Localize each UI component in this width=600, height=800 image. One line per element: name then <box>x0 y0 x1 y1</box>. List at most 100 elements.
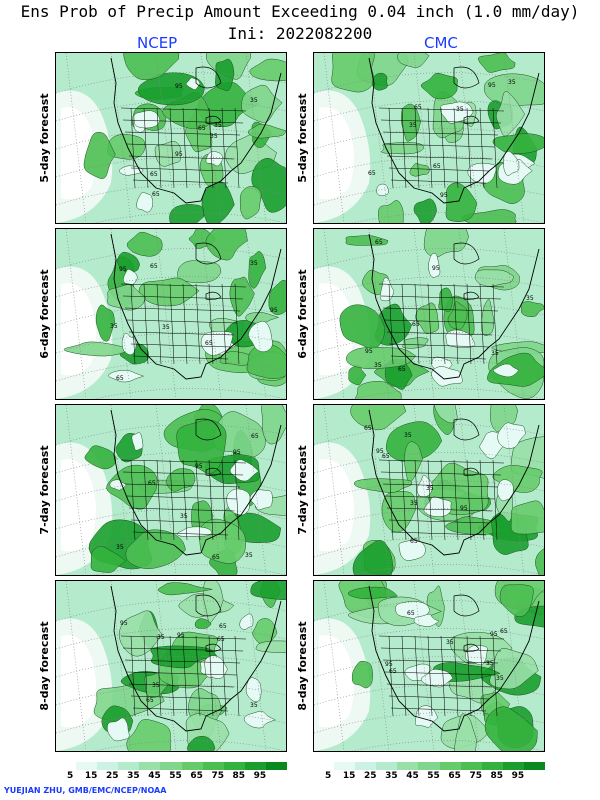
contour-label: 65 <box>382 453 390 460</box>
contour-label: 35 <box>157 634 165 641</box>
contour-label: 95 <box>490 631 498 638</box>
contour-label: 95 <box>365 348 373 355</box>
contour-label: 35 <box>456 106 464 113</box>
contour-label: 35 <box>409 122 417 129</box>
contour-label: 65 <box>389 668 397 675</box>
colorbar-tick-label: 15 <box>84 771 98 781</box>
colorbar-swatch <box>160 762 183 770</box>
panel-ncep-8day: 35 65 95 35 65 95 35 65 <box>55 580 287 752</box>
colorbar-tick-label: 65 <box>190 771 203 781</box>
colorbar-swatch <box>202 762 225 770</box>
contour-label: 35 <box>526 295 534 302</box>
colorbar-tick-label: 15 <box>342 771 356 781</box>
colorbar-swatch <box>265 762 288 770</box>
contour-label: 65 <box>148 480 156 487</box>
colorbar-cmc <box>313 762 546 770</box>
row-label: 6-day forecast <box>296 269 309 359</box>
contour-label: 95 <box>120 620 128 627</box>
contour-label: 95 <box>488 82 496 89</box>
map-cmc-row-1: 35 65 95 35 65 95 35 65 <box>314 53 544 223</box>
map-ncep-row-3: 35 65 95 35 65 95 35 65 <box>56 405 286 575</box>
colorbar-swatch <box>55 762 77 770</box>
colorbar-tick-label: 5 <box>66 771 74 781</box>
model-label-cmc: CMC <box>424 34 458 52</box>
colorbar-swatch <box>139 762 161 770</box>
contour-label: 35 <box>374 362 382 369</box>
contour-label: 65 <box>150 263 158 270</box>
contour-label: 65 <box>398 366 406 373</box>
row-label: 8-day forecast <box>296 621 309 711</box>
credit-text: YUEJIAN ZHU, GMB/EMC/NCEP/NOAA <box>4 786 167 795</box>
contour-label: 35 <box>426 485 434 492</box>
colorbar-tick-label: 25 <box>106 771 119 781</box>
colorbar-ncep <box>55 762 288 770</box>
contour-label: 35 <box>162 324 170 331</box>
colorbar-tick-label: 75 <box>469 771 482 781</box>
colorbar-swatch <box>244 762 267 770</box>
contour-label: 65 <box>251 433 259 440</box>
contour-label: 95 <box>195 463 203 470</box>
colorbar-swatch <box>523 762 546 770</box>
init-time: Ini: 2022082200 <box>227 24 373 43</box>
contour-label: 95 <box>175 151 183 158</box>
panel-cmc-7day: 35 65 95 35 65 95 35 65 <box>313 404 545 576</box>
colorbar-swatch <box>97 762 119 770</box>
contour-label: 35 <box>110 323 118 330</box>
contour-label: 35 <box>245 552 253 559</box>
colorbar-swatch <box>502 762 525 770</box>
colorbar-swatch <box>223 762 246 770</box>
colorbar-tick-label: 85 <box>232 771 246 781</box>
panel-cmc-8day: 35 65 95 35 65 95 35 65 <box>313 580 545 752</box>
colorbar-tick-label: 45 <box>148 771 161 781</box>
colorbar-swatch <box>376 762 398 770</box>
contour-label: 95 <box>460 505 468 512</box>
contour-label: 65 <box>364 425 372 432</box>
contour-label: 65 <box>433 163 441 170</box>
contour-label: 65 <box>500 628 508 635</box>
row-label: 6-day forecast <box>38 269 51 359</box>
row-label: 7-day forecast <box>38 445 51 535</box>
contour-label: 65 <box>205 340 213 347</box>
colorbar-swatch <box>418 762 441 770</box>
contour-label: 95 <box>177 632 185 639</box>
colorbar-swatch <box>76 762 98 770</box>
colorbar-swatch <box>460 762 483 770</box>
colorbar-tick-label: 35 <box>127 771 140 781</box>
colorbar-swatch <box>118 762 140 770</box>
map-ncep-row-4: 35 65 95 35 65 95 35 65 <box>56 581 286 751</box>
panel-ncep-6day: 35 65 95 35 65 95 35 65 <box>55 228 287 400</box>
contour-label: 35 <box>250 260 258 267</box>
contour-label: 95 <box>175 83 183 90</box>
colorbar-tick-label: 95 <box>253 771 267 781</box>
row-label: 8-day forecast <box>38 621 51 711</box>
colorbar-tick-label: 5 <box>324 771 332 781</box>
colorbar-tick-label: 75 <box>211 771 224 781</box>
contour-label: 95 <box>270 307 278 314</box>
colorbar-swatch <box>355 762 377 770</box>
contour-label: 35 <box>496 675 504 682</box>
colorbar-tick-label: 95 <box>511 771 525 781</box>
contour-label: 95 <box>432 265 440 272</box>
model-label-ncep: NCEP <box>137 34 178 52</box>
colorbar-tick-label: 55 <box>427 771 440 781</box>
map-ncep-row-2: 35 65 95 35 65 95 35 65 <box>56 229 286 399</box>
contour-label: 65 <box>152 191 160 198</box>
contour-label: 65 <box>212 554 220 561</box>
colorbar-tick-label: 85 <box>490 771 504 781</box>
contour-label: 65 <box>414 104 422 111</box>
colorbar-tick-label: 25 <box>364 771 377 781</box>
colorbar-swatch <box>181 762 204 770</box>
contour-label: 65 <box>412 321 420 328</box>
contour-label: 35 <box>250 702 258 709</box>
contour-label: 35 <box>210 133 218 140</box>
colorbar-swatch <box>334 762 356 770</box>
row-label: 5-day forecast <box>296 93 309 183</box>
contour-label: 65 <box>198 125 206 132</box>
contour-label: 35 <box>116 544 124 551</box>
panel-cmc-6day: 35 65 95 35 65 95 35 65 <box>313 228 545 400</box>
contour-label: 35 <box>486 660 494 667</box>
contour-label: 35 <box>508 79 516 86</box>
